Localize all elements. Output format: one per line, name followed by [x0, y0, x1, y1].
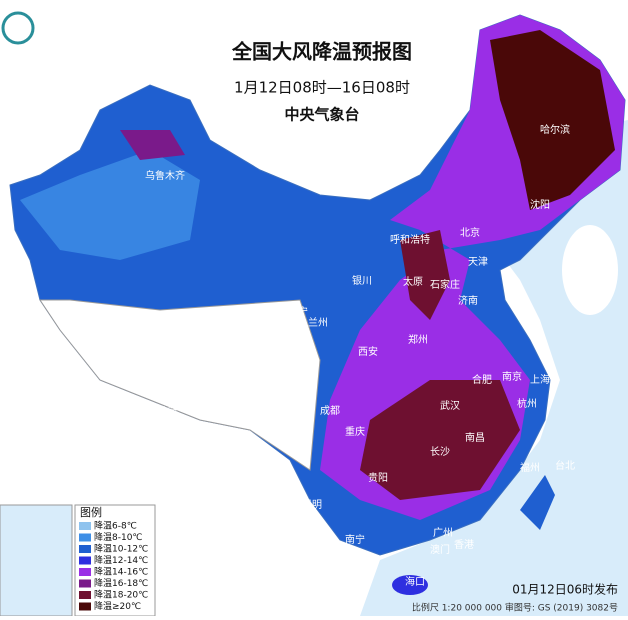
- city-label: 长沙: [430, 446, 450, 458]
- legend-label: 降温18-20℃: [94, 589, 148, 601]
- city-label: 西宁: [288, 305, 308, 318]
- city-label: 呼和浩特: [390, 234, 430, 246]
- legend-swatch: [79, 556, 91, 565]
- title: 全国大风降温预报图: [231, 40, 412, 64]
- legend-label: 降温10-12℃: [94, 543, 148, 555]
- city-label: 天津: [468, 256, 488, 268]
- city-label: 沈阳: [530, 198, 550, 211]
- legend-label: 降温≥20℃: [94, 600, 141, 612]
- legend-swatch: [79, 579, 91, 588]
- city-label: 重庆: [345, 425, 365, 438]
- legend-swatch: [79, 522, 91, 530]
- legend-label: 降温8-10℃: [94, 531, 143, 543]
- city-label: 贵阳: [368, 471, 388, 484]
- city-label: 南宁: [345, 533, 365, 546]
- city-label: 海口: [405, 575, 425, 588]
- taiwan: [520, 475, 555, 530]
- city-label: 拉萨: [158, 405, 178, 418]
- logo: [1, 11, 35, 45]
- legend-title: 图例: [80, 505, 102, 519]
- issued: 01月12日06时发布: [512, 582, 618, 597]
- city-label: 乌鲁木齐: [145, 169, 185, 182]
- legend-swatch: [79, 602, 91, 611]
- agency: 中央气象台: [284, 106, 359, 124]
- legend-swatch: [79, 533, 91, 542]
- legend-swatch: [79, 591, 91, 599]
- legend-swatch: [79, 545, 91, 553]
- city-label: 北京: [460, 226, 480, 239]
- scale: 比例尺 1:20 000 000 审图号: GS (2019) 3082号: [412, 602, 618, 614]
- legend-label: 降温12-14℃: [94, 554, 148, 566]
- tianshan-zone: [120, 130, 185, 160]
- northeast-extreme: [490, 30, 615, 210]
- hainan: [392, 575, 428, 595]
- city-label: 兰州: [308, 316, 328, 329]
- legend-items: 降温6-8℃降温8-10℃降温10-12℃降温12-14℃降温14-16℃降温1…: [79, 520, 148, 612]
- south-zone: [360, 380, 520, 500]
- city-label: 南京: [502, 370, 522, 383]
- city-label: 成都: [320, 405, 340, 417]
- city-label: 济南: [458, 294, 478, 307]
- city-label: 石家庄: [430, 278, 460, 291]
- city-label: 武汉: [440, 399, 460, 412]
- city-label: 哈尔滨: [540, 123, 570, 136]
- city-label: 上海: [530, 373, 550, 386]
- city-label: 西安: [358, 345, 378, 358]
- city-label: 杭州: [517, 397, 537, 410]
- legend-label: 降温6-8℃: [94, 520, 137, 532]
- city-label: 澳门: [430, 543, 450, 556]
- city-label: 昆明: [302, 499, 322, 511]
- city-label: 台北: [555, 459, 575, 472]
- city-label: 南昌: [465, 431, 485, 444]
- city-label: 广州: [433, 527, 453, 539]
- city-label: 香港: [454, 539, 474, 551]
- period: 1月12日08时—16日08时: [234, 79, 410, 97]
- tibet-no-cooling: [39, 299, 321, 471]
- city-label: 福州: [520, 461, 540, 474]
- legend-swatch: [79, 568, 91, 576]
- korea: [562, 225, 618, 315]
- shanxi-zone: [400, 230, 450, 320]
- city-label: 银川: [352, 274, 372, 287]
- city-label: 郑州: [408, 333, 428, 346]
- xinjiang-zone: [20, 150, 200, 260]
- legend-label: 降温14-16℃: [94, 566, 148, 578]
- inset-map: [0, 504, 73, 617]
- legend-label: 降温16-18℃: [94, 577, 148, 589]
- city-label: 太原: [403, 275, 423, 288]
- sea: [360, 120, 628, 616]
- city-label: 合肥: [472, 373, 492, 386]
